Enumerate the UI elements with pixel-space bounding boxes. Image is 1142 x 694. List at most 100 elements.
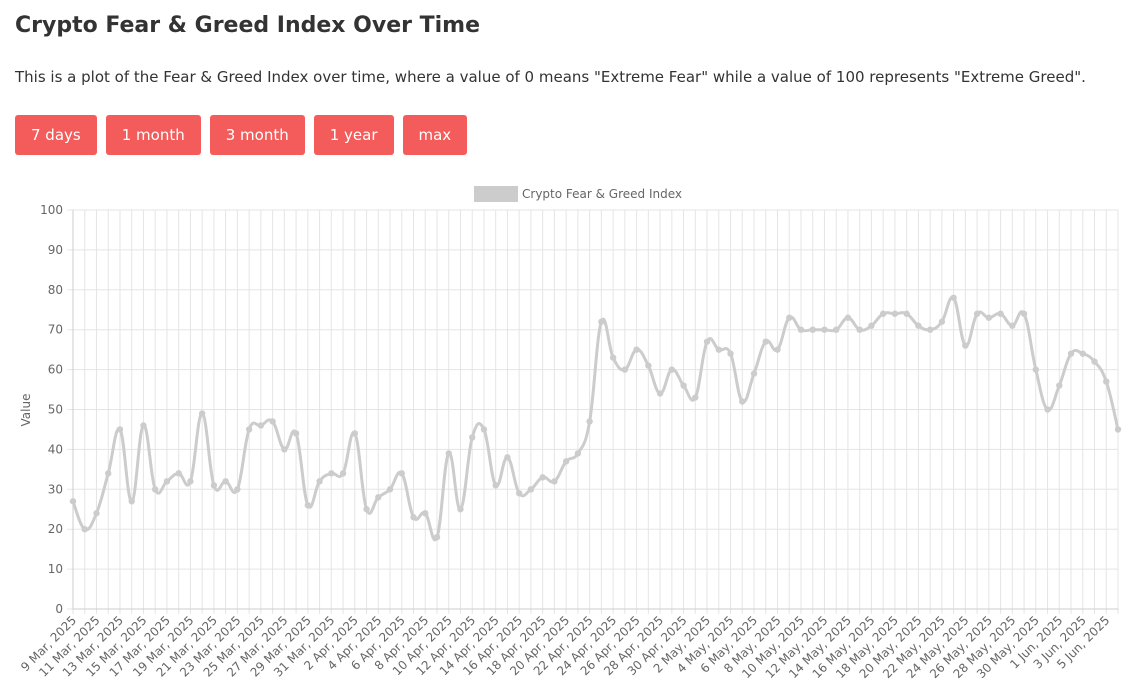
data-point[interactable] (797, 326, 805, 333)
data-point[interactable] (339, 470, 347, 477)
data-point[interactable] (1067, 350, 1075, 357)
range-7-days-button[interactable]: 7 days (15, 115, 97, 155)
range-1-month-button[interactable]: 1 month (105, 115, 201, 155)
data-point[interactable] (527, 486, 535, 493)
data-point[interactable] (1009, 322, 1016, 329)
data-point[interactable] (257, 422, 265, 429)
data-point[interactable] (821, 326, 828, 333)
data-point[interactable] (116, 426, 124, 433)
data-point[interactable] (69, 498, 77, 505)
data-point[interactable] (198, 410, 206, 417)
data-point[interactable] (915, 322, 922, 329)
data-point[interactable] (128, 498, 135, 505)
data-point[interactable] (562, 458, 570, 465)
data-point[interactable] (973, 310, 981, 317)
data-point[interactable] (786, 314, 793, 321)
range-1-year-button[interactable]: 1 year (313, 115, 394, 155)
data-point[interactable] (985, 314, 993, 321)
data-point[interactable] (1056, 382, 1063, 389)
data-point[interactable] (175, 470, 182, 477)
data-point[interactable] (1091, 358, 1098, 365)
data-point[interactable] (515, 490, 523, 497)
data-point[interactable] (151, 486, 159, 493)
chart-legend[interactable]: Crypto Fear & Greed Index (474, 186, 682, 202)
data-point[interactable] (93, 510, 100, 517)
data-point[interactable] (375, 494, 382, 501)
data-point[interactable] (891, 310, 899, 317)
data-point[interactable] (351, 430, 358, 437)
data-point[interactable] (739, 398, 746, 405)
data-point[interactable] (1044, 406, 1051, 413)
data-point[interactable] (844, 314, 852, 321)
data-point[interactable] (245, 426, 253, 433)
data-point[interactable] (656, 390, 664, 397)
data-point[interactable] (938, 318, 946, 325)
data-point[interactable] (1020, 310, 1028, 317)
data-point[interactable] (445, 450, 452, 457)
data-point[interactable] (433, 533, 441, 541)
data-point[interactable] (469, 434, 476, 441)
data-point[interactable] (363, 506, 370, 513)
data-point[interactable] (328, 470, 335, 477)
data-point[interactable] (105, 470, 112, 477)
data-point[interactable] (879, 310, 887, 317)
data-point[interactable] (504, 454, 511, 461)
data-point[interactable] (222, 478, 229, 485)
data-point[interactable] (386, 486, 394, 493)
data-point[interactable] (480, 426, 488, 433)
data-point[interactable] (633, 346, 640, 353)
data-point[interactable] (715, 346, 722, 353)
data-point[interactable] (1114, 426, 1122, 433)
data-point[interactable] (281, 446, 288, 453)
data-point[interactable] (422, 510, 429, 517)
data-point[interactable] (997, 310, 1004, 317)
data-point[interactable] (692, 394, 699, 401)
data-point[interactable] (609, 354, 617, 361)
data-point[interactable] (1079, 350, 1086, 357)
data-point[interactable] (292, 430, 300, 437)
range-3-month-button[interactable]: 3 month (209, 115, 305, 155)
data-point[interactable] (1032, 366, 1040, 373)
data-point[interactable] (926, 326, 934, 333)
data-point[interactable] (492, 482, 499, 489)
fear-greed-line-chart: Crypto Fear & Greed Index 0 10 20 30 40 50 60 7… (18, 186, 1122, 681)
data-point[interactable] (950, 294, 957, 301)
data-point[interactable] (574, 450, 582, 457)
data-point[interactable] (304, 502, 312, 509)
data-point[interactable] (140, 422, 147, 429)
data-point[interactable] (398, 470, 405, 477)
data-point[interactable] (750, 370, 758, 377)
data-point[interactable] (762, 338, 769, 345)
data-point[interactable] (163, 478, 171, 485)
data-point[interactable] (598, 318, 605, 325)
data-point[interactable] (316, 478, 323, 485)
data-point[interactable] (187, 478, 194, 485)
data-point[interactable] (210, 482, 218, 489)
data-point[interactable] (680, 382, 687, 389)
data-point[interactable] (457, 506, 464, 513)
data-point[interactable] (586, 418, 593, 425)
y-tick-label: 50 (48, 403, 63, 417)
data-point[interactable] (234, 486, 241, 493)
data-point[interactable] (1103, 378, 1110, 385)
data-point[interactable] (903, 310, 910, 317)
data-point[interactable] (539, 474, 546, 481)
data-point[interactable] (410, 514, 417, 521)
data-point[interactable] (703, 338, 711, 345)
legend-label: Crypto Fear & Greed Index (522, 187, 682, 201)
data-point[interactable] (81, 526, 88, 533)
data-point[interactable] (833, 326, 840, 333)
data-point[interactable] (668, 366, 676, 373)
data-point[interactable] (868, 322, 875, 329)
data-point[interactable] (809, 326, 816, 333)
data-point[interactable] (962, 342, 969, 349)
data-point[interactable] (856, 326, 863, 333)
data-point[interactable] (727, 350, 734, 357)
data-point[interactable] (621, 366, 629, 373)
data-point[interactable] (269, 418, 276, 425)
range-max-button[interactable]: max (402, 115, 468, 155)
data-point[interactable] (551, 478, 558, 485)
data-point[interactable] (774, 346, 781, 353)
data-point[interactable] (645, 362, 652, 369)
y-tick-label: 20 (48, 522, 63, 536)
